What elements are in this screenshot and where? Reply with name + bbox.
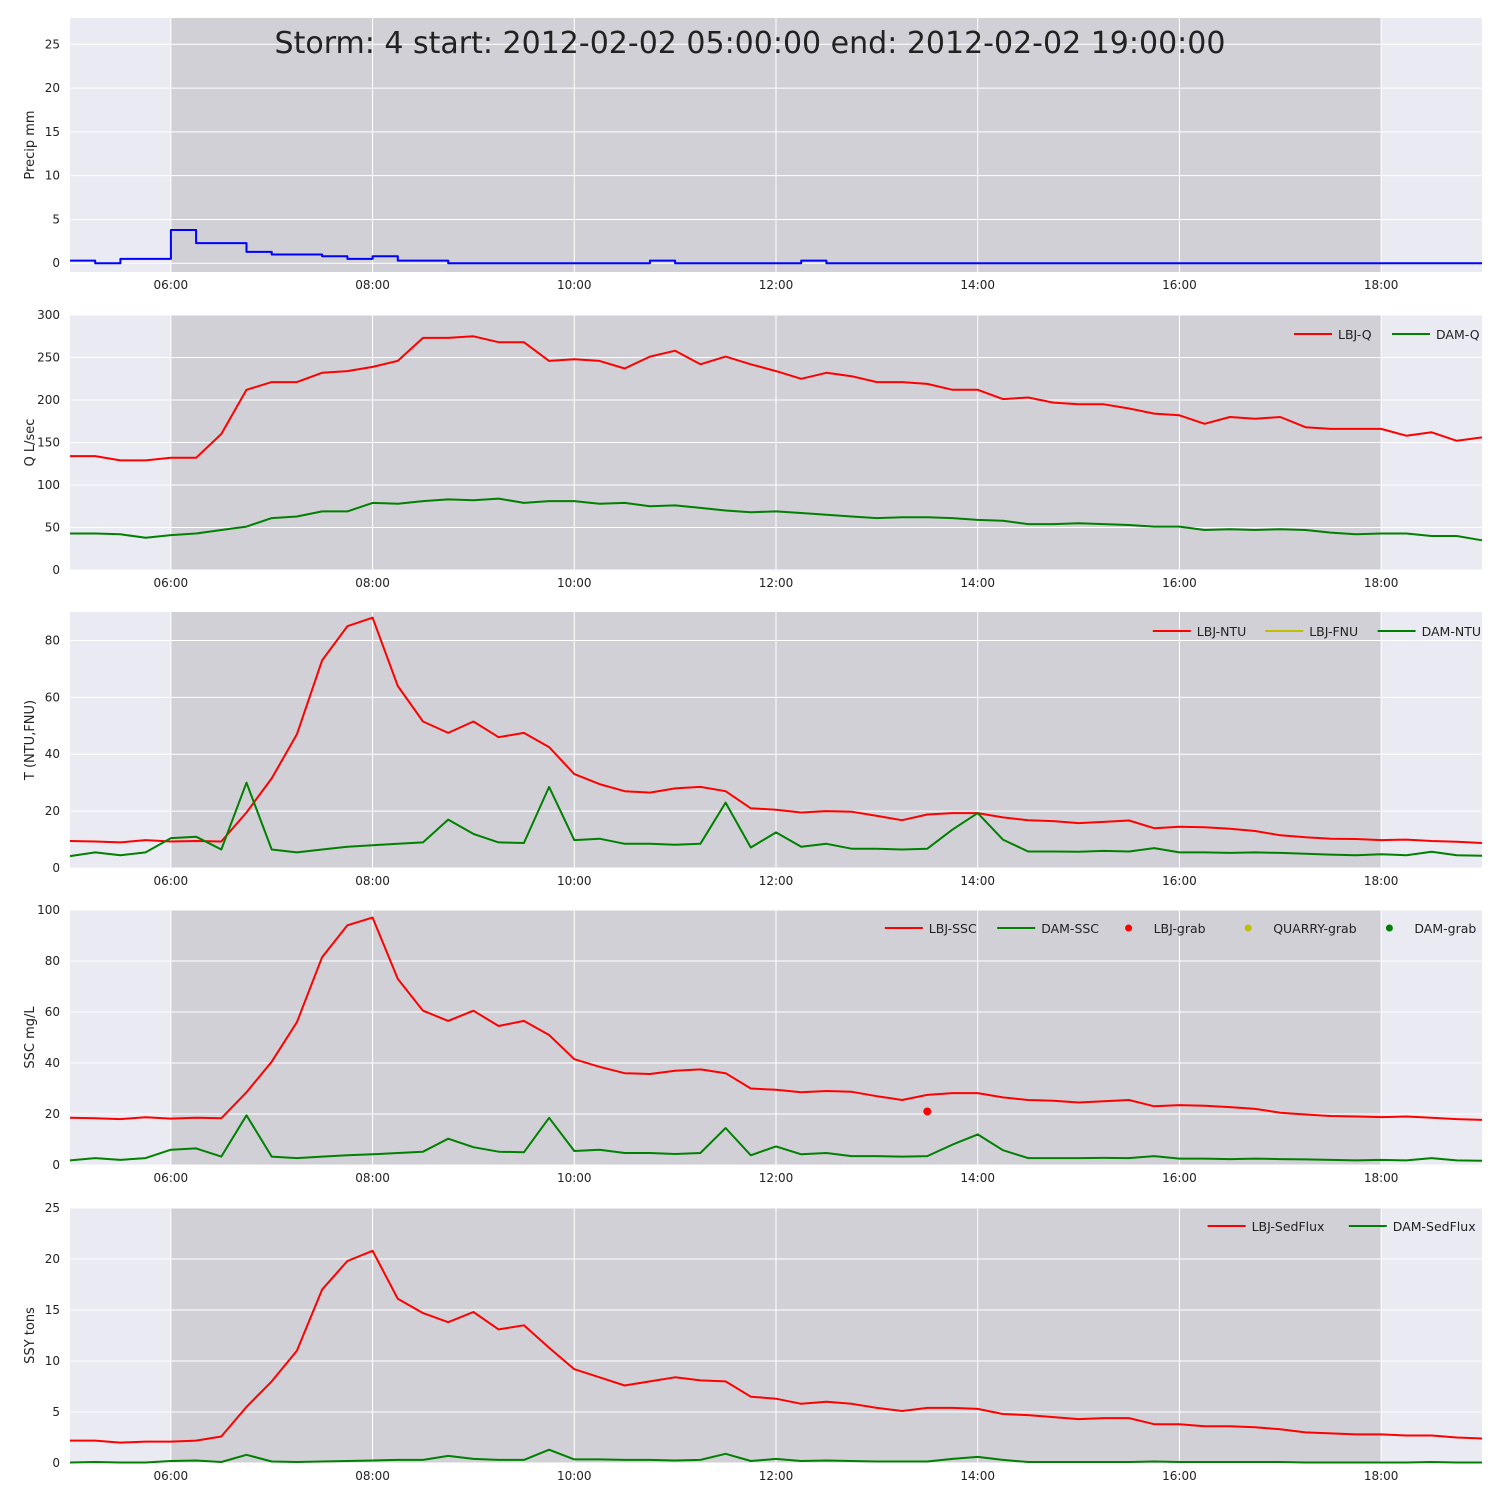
x-tick-label: 10:00	[557, 576, 592, 590]
y-tick-label: 60	[45, 690, 60, 704]
legend-marker	[1244, 924, 1252, 932]
y-tick-label: 40	[45, 1056, 60, 1070]
dam-ntu-line	[69, 781, 1483, 858]
legend-label: LBJ-grab	[1154, 921, 1206, 936]
x-tick-label: 06:00	[154, 874, 189, 888]
x-tick-label: 10:00	[557, 874, 592, 888]
legend-marker	[1385, 924, 1393, 932]
y-axis-label: T (NTU,FNU)	[23, 700, 38, 781]
precip-line	[70, 229, 1482, 265]
x-tick-label: 16:00	[1162, 576, 1197, 590]
y-tick-label: 200	[37, 393, 60, 407]
legend-label: LBJ-SedFlux	[1252, 1219, 1325, 1234]
y-tick-label: 0	[52, 1456, 60, 1470]
y-tick-label: 20	[45, 1107, 60, 1121]
dam-q-line	[70, 497, 1483, 542]
legend-label: LBJ-Q	[1338, 327, 1372, 342]
y-tick-label: 100	[37, 478, 60, 492]
x-tick-label: 08:00	[355, 278, 390, 292]
y-tick-label: 0	[52, 861, 60, 875]
y-tick-label: 150	[37, 436, 60, 450]
legend-marker	[1125, 924, 1133, 932]
x-tick-label: 06:00	[154, 1171, 189, 1185]
legend-label: LBJ-NTU	[1197, 624, 1246, 639]
x-tick-label: 14:00	[960, 576, 995, 590]
x-tick-label: 06:00	[154, 576, 189, 590]
x-tick-label: 16:00	[1162, 874, 1197, 888]
y-tick-label: 25	[45, 1201, 60, 1215]
x-tick-label: 06:00	[154, 1469, 189, 1483]
x-tick-label: 18:00	[1364, 1171, 1399, 1185]
x-tick-label: 14:00	[960, 1469, 995, 1483]
y-tick-label: 5	[52, 1405, 60, 1419]
y-tick-label: 5	[52, 212, 60, 226]
y-tick-label: 40	[45, 747, 60, 761]
y-tick-label: 0	[52, 563, 60, 577]
lbj-ssc-line	[69, 916, 1483, 1121]
legend-label: DAM-Q	[1436, 327, 1480, 342]
legend-label: DAM-SSC	[1041, 921, 1099, 936]
dam-ssc-line	[69, 1114, 1483, 1162]
x-tick-label: 16:00	[1162, 1469, 1197, 1483]
x-tick-label: 08:00	[355, 1469, 390, 1483]
x-tick-label: 10:00	[557, 1171, 592, 1185]
legend-label: DAM-SedFlux	[1393, 1219, 1476, 1234]
x-tick-label: 12:00	[759, 576, 794, 590]
y-tick-label: 0	[52, 256, 60, 270]
x-tick-label: 10:00	[557, 1469, 592, 1483]
x-tick-label: 12:00	[759, 1469, 794, 1483]
y-tick-label: 15	[45, 1303, 60, 1317]
figure-title: Storm: 4 start: 2012-02-02 05:00:00 end:…	[275, 26, 1226, 61]
y-tick-label: 100	[37, 903, 60, 917]
legend-label: DAM-grab	[1414, 921, 1476, 936]
y-tick-label: 10	[45, 169, 60, 183]
x-tick-label: 16:00	[1162, 1171, 1197, 1185]
legend-label: LBJ-FNU	[1309, 624, 1358, 639]
y-tick-label: 20	[45, 804, 60, 818]
x-tick-label: 16:00	[1162, 278, 1197, 292]
y-tick-label: 50	[45, 521, 60, 535]
x-tick-label: 06:00	[154, 278, 189, 292]
x-tick-label: 18:00	[1364, 576, 1399, 590]
x-tick-label: 08:00	[355, 874, 390, 888]
x-tick-label: 12:00	[759, 278, 794, 292]
lbj-grab-point	[923, 1107, 932, 1116]
y-tick-label: 10	[45, 1354, 60, 1368]
x-tick-label: 12:00	[759, 1171, 794, 1185]
y-axis-label: SSY tons	[23, 1307, 38, 1364]
lbj-q-line	[70, 335, 1483, 462]
legend-label: LBJ-SSC	[929, 921, 977, 936]
x-tick-label: 14:00	[960, 874, 995, 888]
y-tick-label: 60	[45, 1005, 60, 1019]
x-tick-label: 12:00	[759, 874, 794, 888]
x-tick-label: 10:00	[557, 278, 592, 292]
y-tick-label: 20	[45, 81, 60, 95]
legend-label: DAM-NTU	[1422, 624, 1481, 639]
x-tick-label: 14:00	[960, 1171, 995, 1185]
x-tick-label: 08:00	[355, 1171, 390, 1185]
x-tick-label: 14:00	[960, 278, 995, 292]
lbj-ntu-line	[69, 616, 1483, 844]
y-tick-label: 80	[45, 633, 60, 647]
x-tick-label: 18:00	[1364, 1469, 1399, 1483]
y-tick-label: 20	[45, 1252, 60, 1266]
y-tick-label: 25	[45, 37, 60, 51]
y-tick-label: 300	[37, 308, 60, 322]
legend-label: QUARRY-grab	[1273, 921, 1357, 936]
x-tick-label: 08:00	[355, 576, 390, 590]
y-tick-label: 15	[45, 125, 60, 139]
lbj-sedflux-line	[70, 1249, 1483, 1444]
x-tick-label: 18:00	[1364, 278, 1399, 292]
dam-sedflux-line	[69, 1448, 1482, 1464]
y-axis-label: Q L/sec	[23, 419, 38, 467]
y-tick-label: 0	[52, 1158, 60, 1172]
y-axis-label: Precip mm	[23, 110, 38, 179]
y-axis-label: SSC mg/L	[23, 1006, 38, 1069]
x-tick-label: 18:00	[1364, 874, 1399, 888]
y-tick-label: 250	[37, 351, 60, 365]
y-tick-label: 80	[45, 954, 60, 968]
